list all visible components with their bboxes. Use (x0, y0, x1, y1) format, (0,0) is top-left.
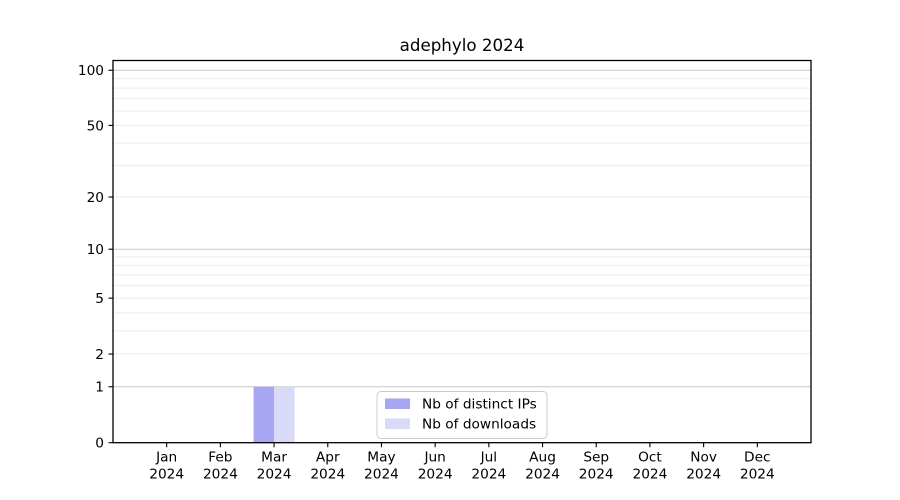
x-tick-label-year: 2024 (203, 467, 238, 483)
y-tick-label: 1 (95, 380, 104, 396)
x-tick-label-month: Jan (155, 450, 177, 466)
x-tick-label-year: 2024 (579, 467, 614, 483)
x-tick-label-year: 2024 (257, 467, 292, 483)
x-tick-label-month: Feb (208, 450, 232, 466)
y-tick-label: 2 (95, 347, 104, 363)
x-tick-label-month: Sep (583, 450, 609, 466)
legend-box (376, 391, 548, 439)
bars-layer (253, 386, 295, 443)
plot-frame (112, 59, 812, 444)
y-tick-label: 10 (87, 242, 104, 258)
legend-swatch (385, 398, 410, 409)
x-tick-label-month: Aug (529, 450, 556, 466)
grid-layer (113, 69, 811, 388)
x-tick-label-year: 2024 (418, 467, 453, 483)
y-tick-label: 50 (87, 118, 104, 134)
y-tick-label: 0 (95, 436, 104, 452)
x-tick-label-month: Dec (744, 450, 771, 466)
bar-nb-of-distinct-ips-mar (253, 386, 275, 443)
x-tick-label-year: 2024 (740, 467, 775, 483)
bar-nb-of-downloads-mar (274, 386, 295, 443)
x-tick-label-month: Apr (316, 450, 340, 466)
y-tick-label: 5 (95, 291, 104, 307)
x-tick-label-month: Mar (261, 450, 287, 466)
y-tick-label: 20 (87, 190, 104, 206)
x-tick-label-month: Jun (423, 450, 445, 466)
legend-label: Nb of distinct IPs (422, 397, 537, 413)
chart-title: adephylo 2024 (400, 35, 525, 55)
x-tick-label-month: Oct (638, 450, 662, 466)
x-tick-label-year: 2024 (149, 467, 184, 483)
x-tick-label-month: May (367, 450, 395, 466)
x-tick-label-year: 2024 (633, 467, 668, 483)
x-tick-label-year: 2024 (471, 467, 506, 483)
x-tick-label-month: Nov (690, 450, 717, 466)
y-tick-label: 100 (78, 63, 104, 79)
x-tick-label-year: 2024 (686, 467, 721, 483)
legend: Nb of distinct IPs Nb of downloads (376, 391, 548, 439)
legend-label: Nb of downloads (422, 417, 536, 433)
x-tick-label-year: 2024 (525, 467, 560, 483)
axis-ticks-layer: 0125102050100Jan2024Feb2024Mar2024Apr202… (78, 63, 775, 483)
legend-swatch (385, 418, 410, 429)
x-tick-label-year: 2024 (310, 467, 345, 483)
x-tick-label-month: Jul (480, 450, 498, 466)
x-tick-label-year: 2024 (364, 467, 399, 483)
